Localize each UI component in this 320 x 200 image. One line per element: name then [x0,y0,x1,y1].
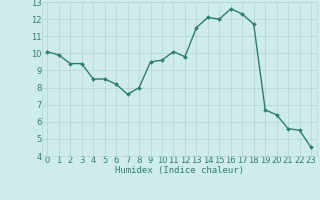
X-axis label: Humidex (Indice chaleur): Humidex (Indice chaleur) [115,166,244,175]
